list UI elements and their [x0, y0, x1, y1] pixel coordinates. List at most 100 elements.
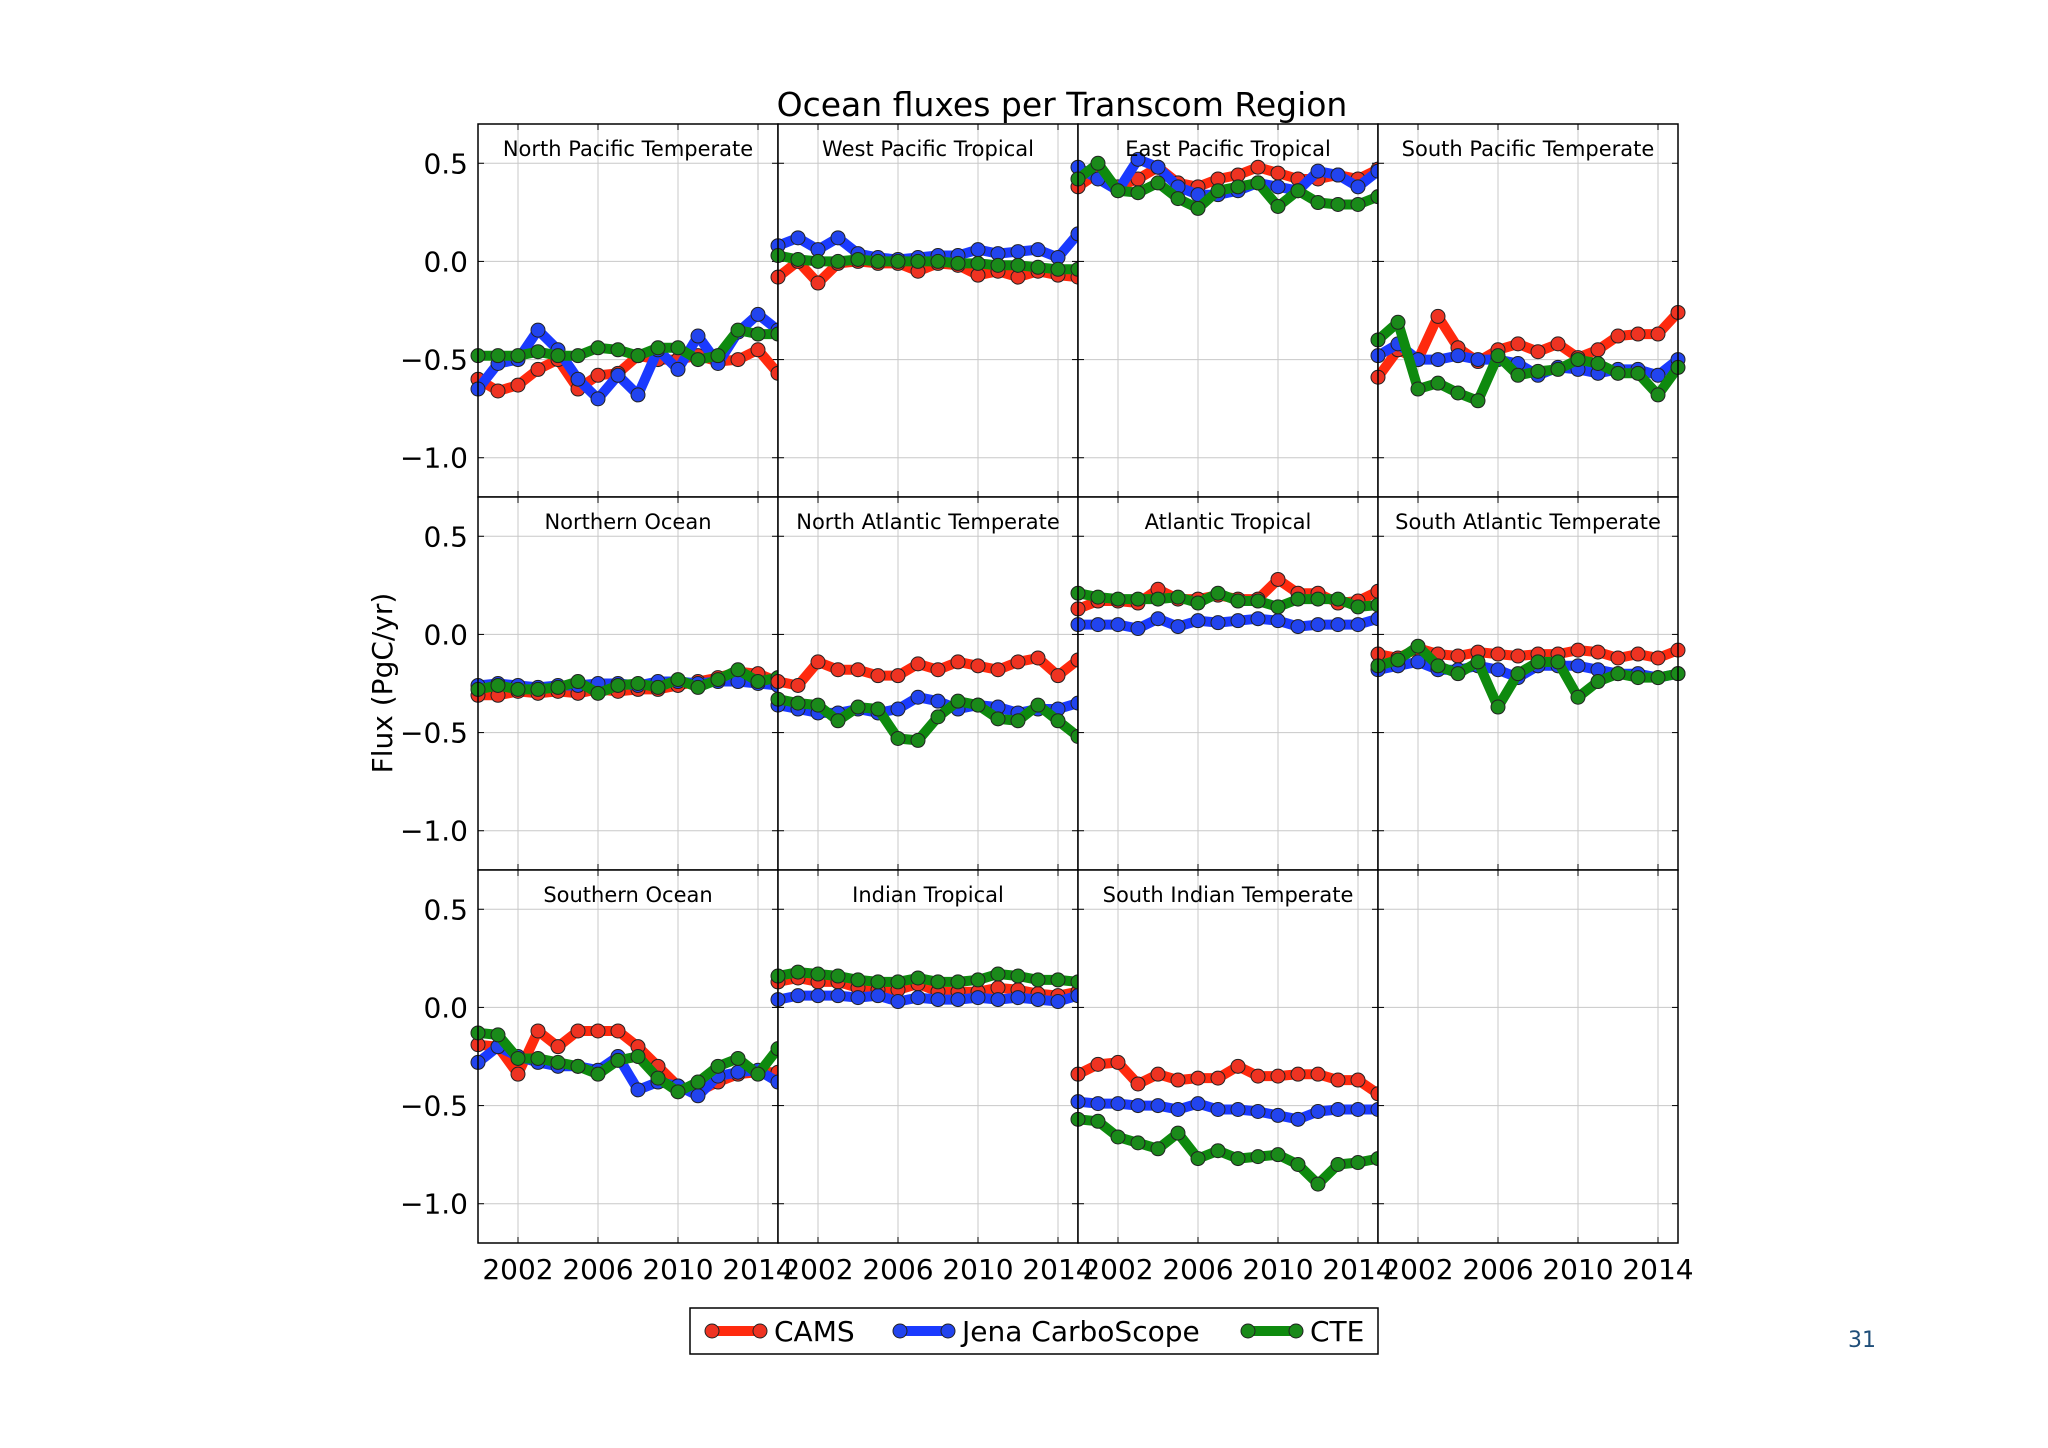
data-point	[1090, 1113, 1106, 1129]
data-point	[1050, 668, 1066, 684]
panel-east-pacific-tropical: East Pacific Tropical	[1070, 123, 1386, 498]
data-point	[1510, 367, 1526, 383]
data-point	[670, 1084, 686, 1100]
data-point	[1310, 617, 1326, 633]
x-tick-label: 2010	[1242, 1253, 1313, 1286]
data-point	[1130, 1076, 1146, 1092]
data-point	[1530, 344, 1546, 360]
data-point	[1250, 159, 1266, 175]
data-point	[890, 253, 906, 269]
data-point	[1210, 183, 1226, 199]
data-point	[1010, 713, 1026, 729]
data-point	[1250, 1149, 1266, 1165]
data-point	[1030, 697, 1046, 713]
data-point	[710, 348, 726, 364]
data-point	[530, 1023, 546, 1039]
data-point	[1050, 972, 1066, 988]
data-point	[950, 992, 966, 1008]
data-point	[1110, 1054, 1126, 1070]
series-line-cte	[1073, 1114, 1383, 1190]
data-point	[830, 230, 846, 246]
data-point	[730, 662, 746, 678]
data-point	[950, 693, 966, 709]
data-point	[790, 677, 806, 693]
data-point	[1210, 615, 1226, 631]
data-point	[1270, 599, 1286, 615]
data-point	[1570, 658, 1586, 674]
data-point	[1610, 328, 1626, 344]
data-point	[1410, 654, 1426, 670]
data-point	[1350, 1102, 1366, 1118]
data-point	[1450, 648, 1466, 664]
data-point	[510, 377, 526, 393]
data-point	[1490, 348, 1506, 364]
panel-north-atlantic-temperate: North Atlantic Temperate	[770, 496, 1086, 871]
data-point	[1450, 385, 1466, 401]
series-line-cams	[773, 256, 1083, 288]
y-tick-label: −0.5	[400, 344, 468, 377]
data-point	[1230, 179, 1246, 195]
data-point	[1030, 242, 1046, 258]
data-point	[870, 974, 886, 990]
data-point	[1170, 1125, 1186, 1141]
panel-title: East Pacific Tropical	[1125, 137, 1331, 161]
series-line-cte	[473, 664, 783, 699]
data-point	[1190, 1096, 1206, 1112]
data-point	[1630, 646, 1646, 662]
panel-atlantic-tropical: Atlantic Tropical	[1070, 496, 1386, 871]
data-point	[1350, 599, 1366, 615]
legend: CAMS Jena CarboScope CTE	[689, 1307, 1379, 1355]
data-point	[930, 992, 946, 1008]
data-point	[1210, 1143, 1226, 1159]
data-point	[1330, 1102, 1346, 1118]
data-point	[970, 697, 986, 713]
data-point	[850, 990, 866, 1006]
data-point	[1110, 1096, 1126, 1112]
data-point	[970, 972, 986, 988]
x-tick-label: 2002	[1082, 1253, 1153, 1286]
data-point	[1310, 591, 1326, 607]
data-point	[1590, 356, 1606, 372]
data-point	[1630, 326, 1646, 342]
data-point	[610, 1052, 626, 1068]
data-point	[650, 679, 666, 695]
data-point	[630, 1049, 646, 1064]
data-point	[1330, 196, 1346, 212]
data-point	[670, 340, 686, 356]
data-point	[930, 693, 946, 709]
panel-background	[1378, 124, 1678, 497]
data-point	[1510, 648, 1526, 664]
x-tick-label: 2010	[1542, 1253, 1613, 1286]
data-point	[590, 1023, 606, 1039]
data-point	[1490, 646, 1506, 662]
data-point	[610, 342, 626, 358]
data-point	[970, 242, 986, 258]
data-point	[870, 701, 886, 717]
panel-title: Northern Ocean	[544, 510, 711, 534]
data-point	[810, 654, 826, 670]
data-point	[790, 230, 806, 246]
data-point	[1010, 654, 1026, 670]
panel-title: Indian Tropical	[852, 883, 1004, 907]
data-point	[930, 709, 946, 725]
data-point	[1130, 185, 1146, 201]
data-point	[610, 677, 626, 693]
series-line-cams	[473, 344, 783, 396]
data-point	[890, 994, 906, 1010]
data-point	[830, 713, 846, 729]
data-point	[1270, 571, 1286, 587]
x-tick-label: 2014	[1022, 1253, 1093, 1286]
data-point	[810, 275, 826, 291]
data-point	[1650, 670, 1666, 686]
data-point	[1530, 654, 1546, 670]
legend-marker	[1288, 1323, 1304, 1339]
data-point	[1250, 1068, 1266, 1084]
data-point	[590, 367, 606, 383]
data-point	[1630, 670, 1646, 686]
data-point	[1150, 159, 1166, 175]
data-point	[1590, 644, 1606, 660]
data-point	[1410, 638, 1426, 654]
data-point	[1230, 1102, 1246, 1118]
data-point	[1430, 352, 1446, 368]
data-point	[870, 253, 886, 269]
